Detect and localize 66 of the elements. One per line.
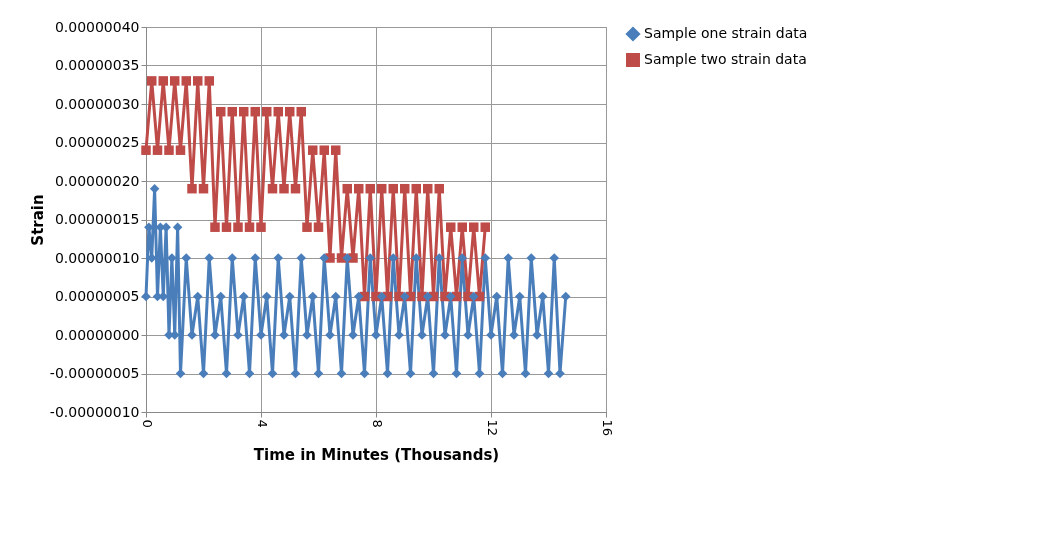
point bbox=[233, 222, 243, 232]
y-tick-label: 0.00000030 bbox=[54, 95, 140, 112]
x-tick-label: 16 bbox=[599, 419, 615, 437]
point bbox=[469, 222, 479, 232]
x-tick-label: 12 bbox=[484, 419, 500, 437]
point bbox=[216, 106, 226, 117]
point bbox=[250, 106, 260, 117]
point bbox=[170, 76, 180, 86]
point bbox=[158, 76, 168, 86]
y-tick-label: 0.00000020 bbox=[54, 172, 140, 189]
point bbox=[285, 106, 295, 117]
point bbox=[313, 222, 324, 232]
y-axis-title: Strain bbox=[28, 194, 47, 246]
point bbox=[388, 183, 398, 194]
point bbox=[256, 222, 266, 232]
point bbox=[400, 183, 410, 194]
legend-label: Sample two strain data bbox=[644, 51, 807, 67]
point bbox=[198, 183, 209, 194]
y-tick-label: 0.00000040 bbox=[54, 18, 140, 35]
point bbox=[377, 183, 387, 194]
point bbox=[204, 76, 214, 86]
point bbox=[446, 222, 456, 232]
point bbox=[308, 145, 318, 155]
point bbox=[290, 183, 301, 194]
point bbox=[141, 145, 151, 155]
point bbox=[411, 183, 421, 194]
y-tick-label: -0.00000005 bbox=[49, 365, 140, 381]
y-tick-label: 0.00000000 bbox=[54, 326, 140, 343]
point bbox=[342, 183, 352, 194]
point bbox=[187, 183, 197, 194]
point bbox=[354, 183, 364, 194]
point bbox=[319, 145, 329, 155]
point bbox=[302, 222, 312, 232]
x-tick-label: 8 bbox=[369, 419, 385, 428]
point bbox=[279, 183, 289, 194]
point bbox=[296, 106, 306, 117]
x-tick-label: 4 bbox=[254, 419, 270, 428]
y-tick-label: 0.00000010 bbox=[54, 249, 140, 266]
point bbox=[221, 222, 232, 232]
point bbox=[434, 183, 444, 194]
point bbox=[262, 106, 272, 117]
point bbox=[164, 145, 174, 155]
x-tick-label: 0 bbox=[139, 419, 155, 428]
point bbox=[423, 183, 433, 194]
point bbox=[193, 76, 203, 86]
point bbox=[210, 222, 220, 232]
point bbox=[244, 222, 255, 232]
point bbox=[227, 106, 237, 117]
legend-label: Sample one strain data bbox=[644, 25, 808, 41]
y-tick-label: -0.00000010 bbox=[49, 403, 140, 420]
point bbox=[331, 145, 341, 155]
point bbox=[480, 222, 490, 232]
y-tick-label: 0.00000005 bbox=[54, 288, 140, 304]
point bbox=[147, 76, 157, 86]
point bbox=[181, 76, 191, 86]
point bbox=[175, 145, 186, 155]
y-tick-label: 0.00000015 bbox=[54, 211, 140, 227]
y-tick-label: 0.00000025 bbox=[54, 134, 140, 150]
point bbox=[273, 106, 283, 117]
point bbox=[457, 222, 467, 232]
x-axis-title: Time in Minutes (Thousands) bbox=[253, 446, 500, 465]
y-tick-label: 0.00000035 bbox=[54, 57, 140, 73]
point bbox=[239, 106, 249, 117]
point bbox=[152, 145, 163, 155]
point bbox=[365, 183, 375, 194]
point bbox=[267, 183, 278, 194]
